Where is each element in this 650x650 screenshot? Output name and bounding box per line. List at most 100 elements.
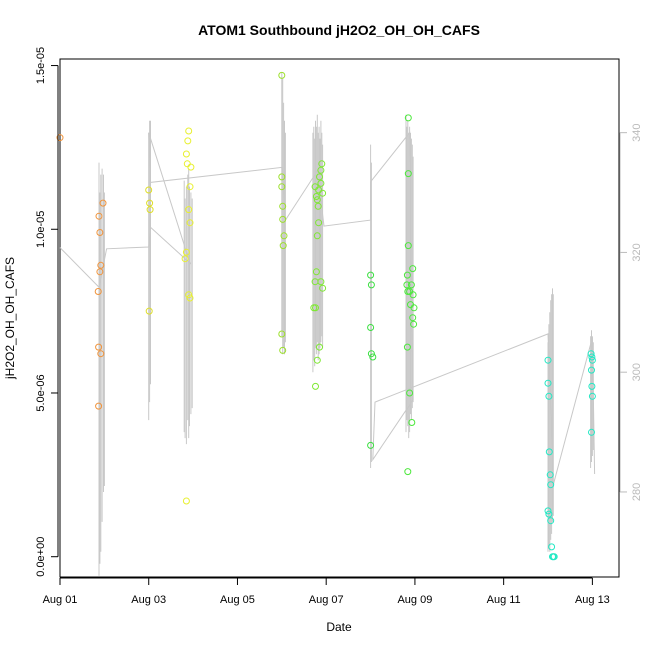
data-point: [545, 448, 553, 456]
y2-tick-label: 300: [631, 363, 643, 381]
data-point: [367, 281, 375, 289]
data-point: [278, 173, 286, 181]
y-tick-label: 5.0e-06: [35, 374, 47, 411]
data-point: [588, 353, 596, 361]
data-point: [410, 304, 418, 312]
data-point: [314, 202, 322, 210]
chart-title: ATOM1 Southbound jH2O2_OH_OH_CAFS: [198, 22, 480, 38]
data-point: [278, 330, 286, 338]
data-point: [403, 281, 411, 289]
data-point: [544, 379, 552, 387]
y-tick-label: 1.5e-05: [35, 47, 47, 84]
data-point: [313, 232, 321, 240]
data-point: [96, 268, 104, 276]
data-point: [96, 229, 104, 236]
data-point: [319, 284, 327, 292]
data-point: [278, 183, 286, 191]
data-point: [279, 202, 287, 210]
data-point: [548, 543, 556, 551]
y2-tick-label: 320: [631, 243, 643, 261]
data-point: [409, 291, 417, 299]
data-point: [369, 353, 377, 361]
x-tick-label: Aug 07: [309, 594, 344, 606]
secondary-line-series: [59, 72, 596, 576]
scatter-series: [56, 71, 596, 561]
data-point: [279, 215, 287, 223]
data-point: [95, 343, 103, 351]
data-point: [145, 307, 153, 315]
x-axis: Aug 01 Aug 03 Aug 05 Aug 07 Aug 09 Aug 11 Aug …: [43, 577, 610, 606]
data-point: [280, 232, 288, 240]
data-point: [406, 389, 414, 397]
data-point: [547, 481, 555, 489]
data-point: [588, 428, 595, 436]
data-point: [404, 114, 412, 122]
data-point: [545, 392, 553, 400]
data-point: [409, 314, 417, 322]
data-point: [545, 510, 553, 518]
data-point: [588, 356, 596, 364]
data-point: [186, 294, 194, 302]
plot-frame: [59, 58, 620, 578]
x-tick-label: Aug 01: [43, 594, 78, 606]
data-point: [56, 134, 64, 142]
data-point: [587, 350, 595, 358]
line-series-path: [59, 131, 596, 485]
data-point: [403, 343, 411, 351]
data-point: [146, 206, 154, 214]
data-point: [183, 160, 191, 168]
data-point: [546, 471, 554, 479]
y2-axis: 280 300 320 340: [619, 124, 643, 501]
x-tick-label: Aug 09: [397, 594, 432, 606]
data-point: [95, 402, 103, 410]
data-point: [588, 392, 596, 400]
data-point: [312, 193, 320, 200]
data-point: [182, 248, 190, 256]
data-point: [404, 242, 412, 250]
data-point: [97, 261, 105, 269]
data-point: [312, 304, 319, 312]
data-point: [312, 382, 319, 390]
y-axis-label: jH2O2_OH_OH_CAFS: [3, 257, 17, 380]
y-tick-label: 1.0e-05: [35, 211, 47, 248]
y2-tick-label: 280: [631, 483, 643, 501]
data-point: [404, 170, 412, 178]
data-point: [544, 356, 552, 364]
data-point: [145, 186, 153, 194]
data-point: [316, 173, 323, 181]
x-tick-label: Aug 03: [131, 594, 166, 606]
data-point: [317, 166, 325, 174]
data-point: [278, 71, 286, 79]
data-point: [312, 268, 320, 276]
data-point: [318, 160, 326, 168]
data-point: [313, 356, 321, 364]
data-point: [315, 219, 323, 227]
x-tick-label: Aug 11: [487, 594, 521, 606]
data-point: [367, 441, 375, 449]
data-point: [184, 137, 192, 145]
data-point: [408, 419, 416, 426]
data-point: [367, 350, 375, 358]
data-point: [403, 271, 411, 279]
data-point: [186, 219, 194, 227]
y-axis: 0.0e+00 5.0e-06 1.0e-05 1.5e-05: [35, 47, 59, 577]
data-point: [404, 468, 412, 476]
data-point: [547, 517, 555, 525]
data-point: [367, 324, 375, 331]
data-point: [317, 278, 325, 286]
data-point: [186, 183, 194, 191]
data-point: [185, 291, 193, 299]
data-point: [97, 350, 105, 358]
data-point: [185, 127, 193, 135]
data-point: [146, 199, 154, 207]
x-tick-label: Aug 13: [575, 594, 610, 606]
x-tick-label: Aug 05: [220, 594, 255, 606]
data-point: [407, 281, 415, 289]
y2-tick-label: 340: [631, 124, 643, 142]
data-point: [279, 242, 287, 250]
data-point: [182, 150, 190, 158]
data-point: [409, 265, 417, 273]
data-point: [588, 382, 596, 390]
data-point: [95, 212, 103, 220]
